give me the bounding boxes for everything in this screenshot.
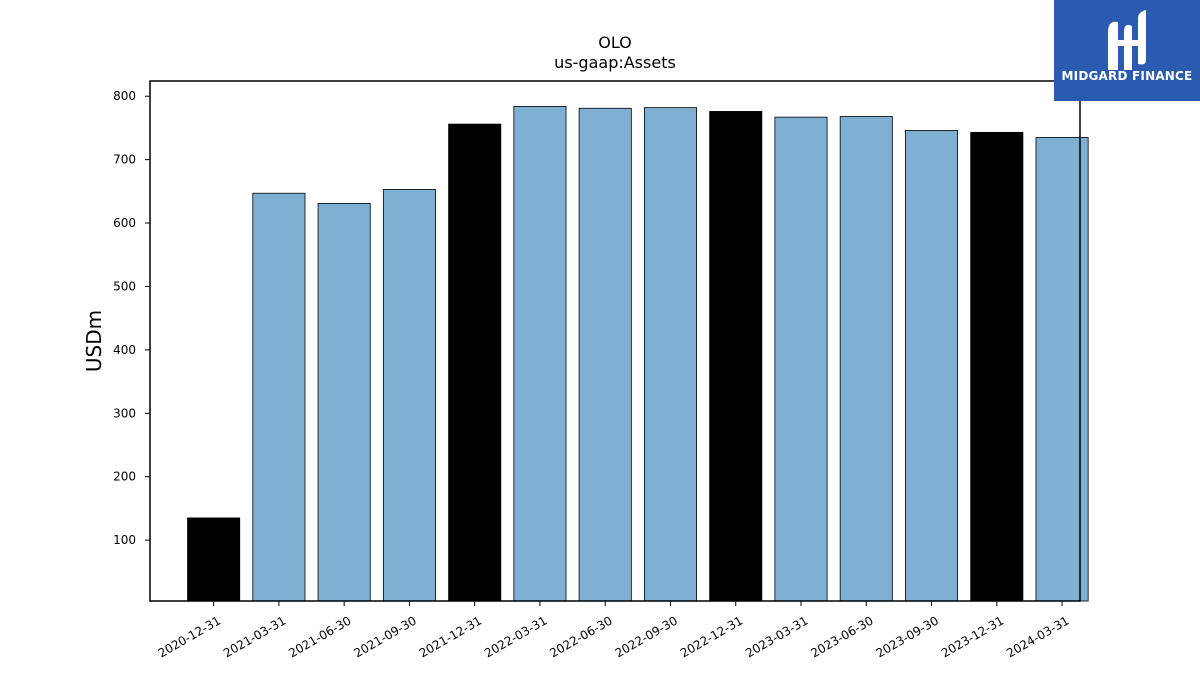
x-tick-label: 2021-09-30: [352, 613, 419, 660]
x-tick-label: 2022-06-30: [547, 613, 614, 660]
x-tick-label: 2020-12-31: [156, 613, 223, 660]
bar-2021-09-30: [382, 189, 436, 602]
bar-2022-03-31: [513, 105, 567, 602]
x-tick-label: 2021-06-30: [286, 613, 353, 660]
y-tick-label: 100: [113, 533, 136, 547]
bar-2020-12-31: [187, 517, 241, 602]
bar-2021-03-31: [252, 192, 306, 602]
y-tick-label: 700: [113, 153, 136, 167]
bar-2021-06-30: [317, 202, 371, 602]
x-tick-label: 2023-03-31: [743, 613, 810, 660]
y-tick-label: 400: [113, 343, 136, 357]
bar-2023-06-30: [839, 116, 893, 602]
y-axis-ticks: 100 200 300 400 500 600 700 800: [113, 89, 150, 547]
logo-mark-icon: [1108, 10, 1146, 70]
bar-2022-06-30: [578, 107, 632, 602]
bar-2022-12-31: [709, 111, 763, 602]
x-tick-label: 2022-09-30: [613, 613, 680, 660]
x-tick-label: 2023-06-30: [808, 613, 875, 660]
bar-2022-09-30: [643, 107, 697, 602]
x-tick-label: 2024-03-31: [1004, 613, 1071, 660]
bar-2023-09-30: [905, 130, 959, 602]
brand-logo: MIDGARD FINANCE: [1054, 0, 1200, 101]
x-tick-label: 2021-03-31: [221, 613, 288, 660]
x-tick-label: 2021-12-31: [417, 613, 484, 660]
y-tick-label: 600: [113, 216, 136, 230]
y-axis-label: USDm: [82, 310, 106, 372]
chart-subtitle: us-gaap:Assets: [554, 53, 676, 72]
chart-title: OLO: [598, 33, 632, 52]
bar-2021-12-31: [448, 123, 502, 602]
plot-area-frame: [149, 80, 1081, 602]
y-tick-label: 300: [113, 406, 136, 420]
bar-2023-12-31: [970, 131, 1024, 602]
x-tick-label: 2022-03-31: [482, 613, 549, 660]
bar-2023-03-31: [774, 116, 828, 602]
x-tick-label: 2023-12-31: [939, 613, 1006, 660]
x-tick-label: 2023-09-30: [874, 613, 941, 660]
x-tick-label: 2022-12-31: [678, 613, 745, 660]
bar-series: [187, 105, 1089, 602]
y-tick-label: 800: [113, 89, 136, 103]
y-tick-label: 500: [113, 279, 136, 293]
x-axis-ticks: 2020-12-312021-03-312021-06-302021-09-30…: [156, 601, 1072, 660]
logo-text: MIDGARD FINANCE: [1061, 69, 1193, 83]
y-tick-label: 200: [113, 470, 136, 484]
